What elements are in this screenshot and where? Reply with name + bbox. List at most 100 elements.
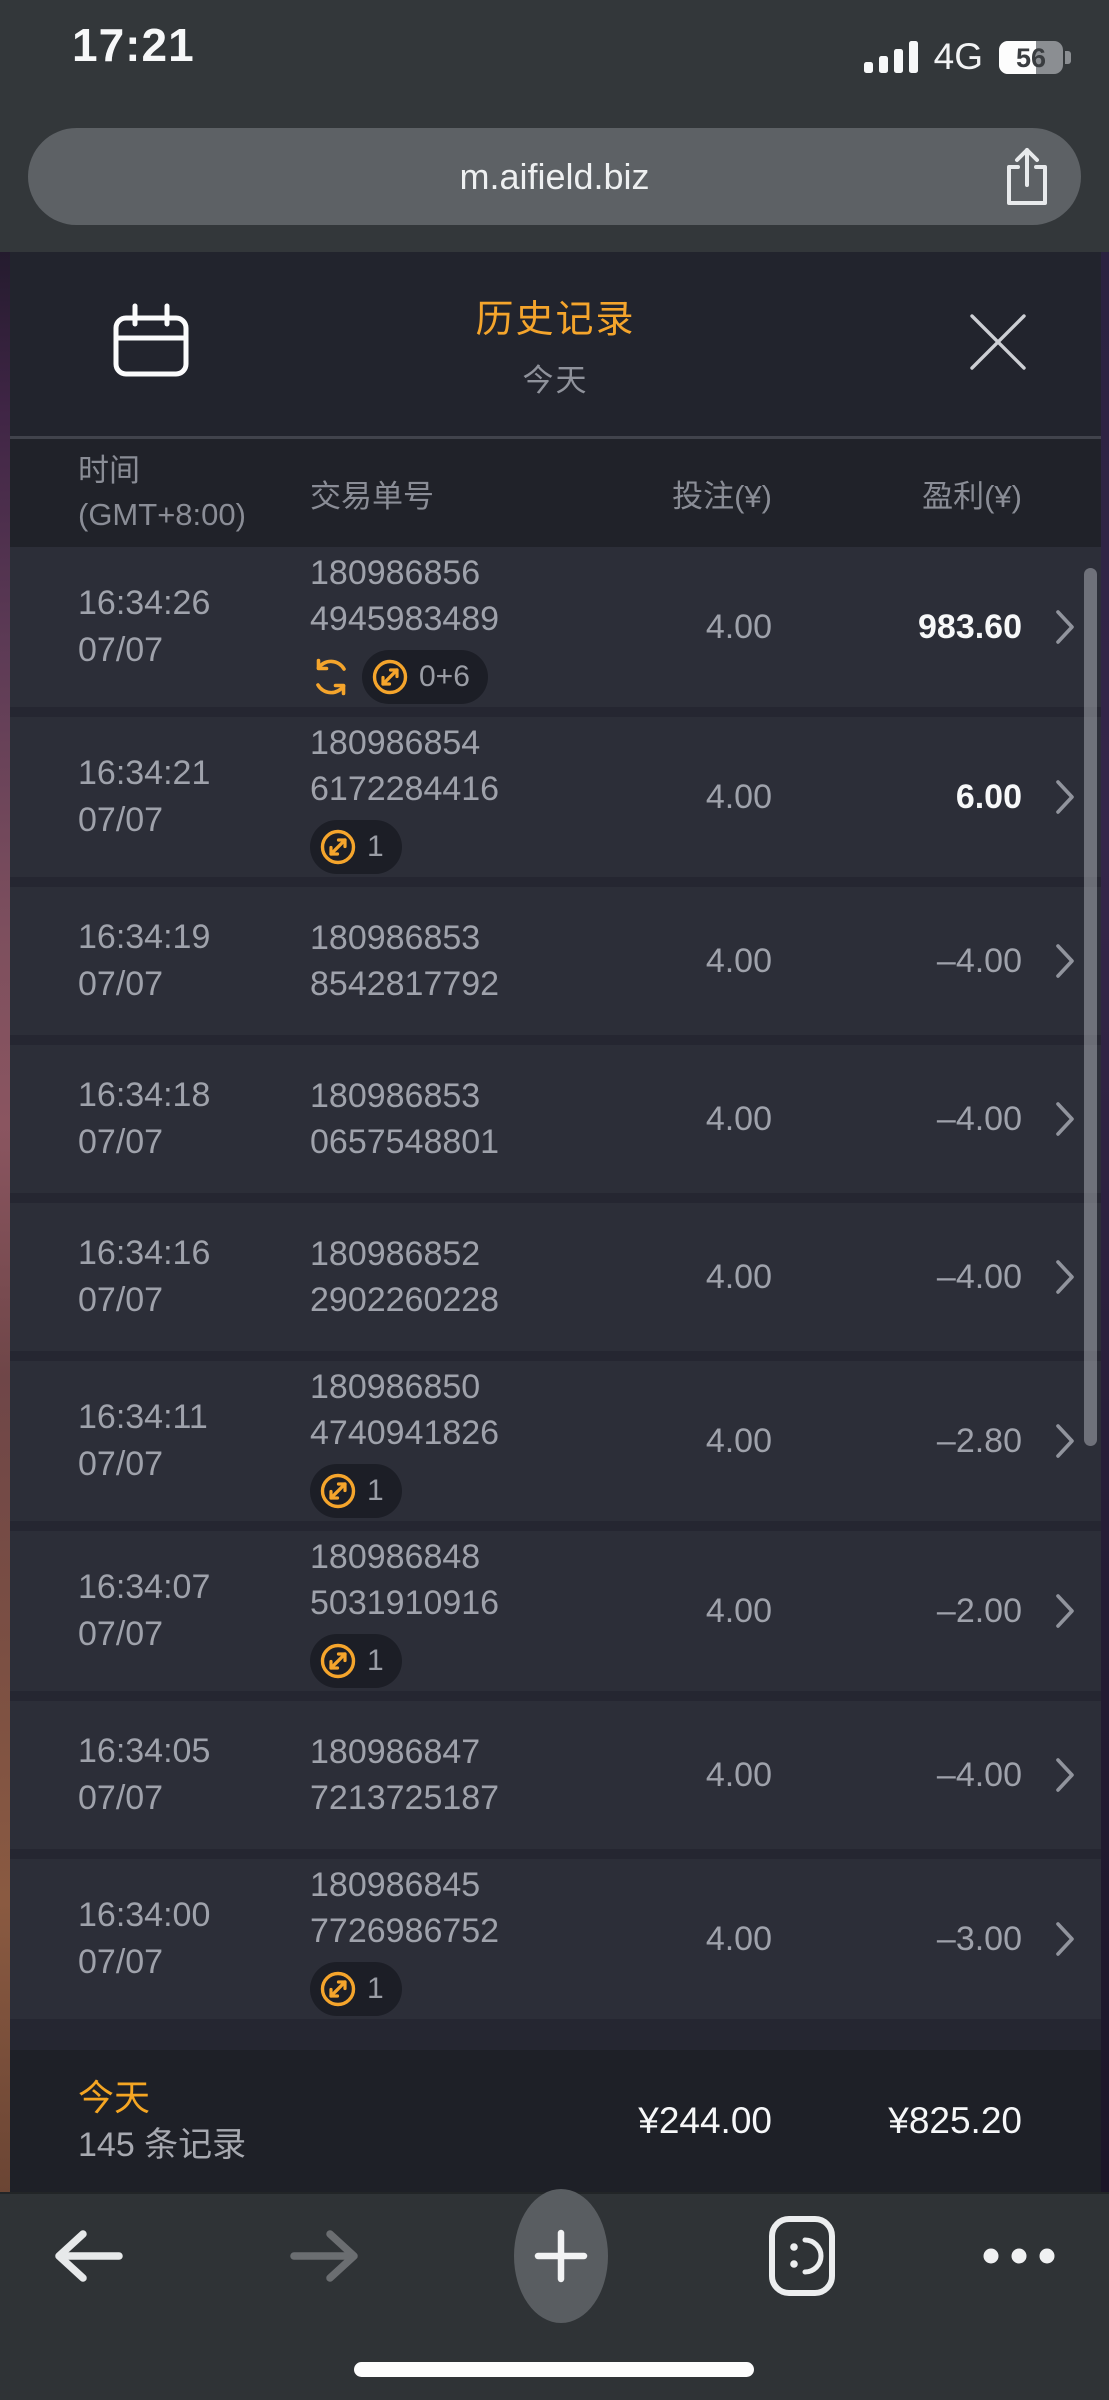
row-order: 180986853 0657548801 (310, 1077, 500, 1161)
row-detail-chevron[interactable] (1022, 609, 1078, 645)
home-indicator[interactable] (354, 2362, 754, 2377)
row-detail-chevron[interactable] (1022, 1757, 1078, 1793)
menu-button[interactable] (983, 2248, 1055, 2264)
row-profit-amount: –4.00 (936, 1257, 1022, 1296)
history-list: 16:34:26 07/07 180986856 4945983489 (10, 547, 1101, 2048)
summary-left: 今天 145 条记录 (78, 2074, 592, 2168)
back-button[interactable] (49, 2225, 127, 2287)
row-detail-chevron[interactable] (1022, 779, 1078, 815)
column-header-profit: 盈利(¥) (922, 478, 1022, 514)
row-badges: 1 (310, 1464, 592, 1518)
back-arrow-icon (55, 2230, 123, 2282)
row-time: 16:34:05 07/07 (78, 1732, 211, 1817)
row-order: 180986853 8542817792 (310, 919, 500, 1003)
badge-count: 1 (367, 830, 384, 863)
row-profit-amount: –4.00 (936, 1099, 1022, 1138)
row-profit-amount: –3.00 (936, 1919, 1022, 1958)
row-bet-amount: 4.00 (705, 1591, 772, 1630)
table-row[interactable]: 16:34:19 07/07 180986853 8542817792 (10, 887, 1101, 1035)
table-row[interactable]: 16:34:26 07/07 180986856 4945983489 (10, 547, 1101, 707)
table-row[interactable]: 16:34:11 07/07 180986850 4740941826 (10, 1361, 1101, 1521)
new-tab-button[interactable] (514, 2189, 608, 2323)
network-type-label: 4G (933, 36, 983, 77)
calendar-icon (113, 303, 189, 377)
row-detail-chevron[interactable] (1022, 943, 1078, 979)
chevron-right-icon (1056, 1594, 1074, 1628)
table-row[interactable]: 16:34:05 07/07 180986847 7213725187 (10, 1701, 1101, 1849)
chevron-right-icon (1056, 610, 1074, 644)
trade-count-badge: 1 (310, 1464, 402, 1518)
modal-title-block: 历史记录 今天 (10, 252, 1101, 436)
row-order: 180986847 7213725187 (310, 1733, 500, 1817)
summary-day-label: 今天 (78, 2077, 151, 2118)
address-bar[interactable]: m.aifield.biz (28, 128, 1081, 225)
share-icon[interactable] (1001, 145, 1053, 214)
badge-count: 1 (367, 1474, 384, 1507)
row-detail-chevron[interactable] (1022, 1423, 1078, 1459)
row-time: 16:34:11 07/07 (78, 1398, 208, 1483)
row-bet-amount: 4.00 (705, 1421, 772, 1460)
date-filter-label: 今天 (522, 363, 589, 398)
table-row[interactable]: 16:34:07 07/07 180986848 5031910916 (10, 1531, 1101, 1691)
chevron-right-icon (1056, 1922, 1074, 1956)
trade-arrows-icon (320, 1473, 356, 1509)
row-badges: 0+6 (310, 650, 592, 704)
trade-arrows-icon (372, 659, 408, 695)
row-bet-amount: 4.00 (705, 607, 772, 646)
summary-footer: 今天 145 条记录 ¥244.00 ¥825.20 (10, 2050, 1101, 2192)
url-text[interactable]: m.aifield.biz (459, 156, 650, 197)
forward-button[interactable] (286, 2225, 364, 2287)
row-badges: 1 (310, 1634, 592, 1688)
row-time: 16:34:00 07/07 (78, 1896, 211, 1981)
row-detail-chevron[interactable] (1022, 1593, 1078, 1629)
table-row[interactable]: 16:34:18 07/07 180986853 0657548801 (10, 1045, 1101, 1193)
row-order: 180986848 5031910916 (310, 1534, 592, 1688)
calendar-button[interactable] (95, 284, 205, 404)
row-detail-chevron[interactable] (1022, 1101, 1078, 1137)
row-detail-chevron[interactable] (1022, 1921, 1078, 1957)
column-header-bet: 投注(¥) (672, 478, 772, 514)
header-divider (10, 436, 1101, 439)
row-time: 16:34:26 07/07 (78, 584, 211, 669)
record-count: 145 条记录 (78, 2126, 247, 2164)
browser-toolbar (0, 2189, 1109, 2400)
row-order: 180986845 7726986752 (310, 1862, 592, 2016)
row-order: 180986856 4945983489 (310, 550, 592, 704)
page-title: 历史记录 (475, 299, 636, 341)
battery-icon: 56 (999, 40, 1071, 74)
table-row[interactable]: 16:34:21 07/07 180986854 6172284416 (10, 717, 1101, 877)
row-detail-chevron[interactable] (1022, 1259, 1078, 1295)
underlying-page-right-edge (1101, 252, 1109, 2192)
trade-count-badge: 1 (310, 820, 402, 874)
close-button[interactable] (943, 287, 1053, 397)
row-order: 180986852 2902260228 (310, 1235, 500, 1319)
chevron-right-icon (1056, 780, 1074, 814)
row-bet-amount: 4.00 (705, 941, 772, 980)
badge-count: 1 (367, 1644, 384, 1677)
modal-header: 历史记录 今天 (10, 252, 1101, 436)
trade-count-badge: 1 (310, 1962, 402, 2016)
history-modal: 历史记录 今天 时间 (GMT+8:00) 交易单号 投注(¥) 盈利(¥) (10, 252, 1101, 2192)
row-bet-amount: 4.00 (705, 1257, 772, 1296)
row-badges: 1 (310, 820, 592, 874)
browser-url-row: m.aifield.biz (0, 80, 1109, 252)
row-profit-amount: 983.60 (918, 607, 1022, 646)
row-profit-amount: –4.00 (936, 1755, 1022, 1794)
row-bet-amount: 4.00 (705, 1755, 772, 1794)
table-row[interactable]: 16:34:16 07/07 180986852 2902260228 (10, 1203, 1101, 1351)
chevron-right-icon (1056, 1260, 1074, 1294)
tabs-button[interactable] (767, 2214, 837, 2298)
column-header-time: 时间 (GMT+8:00) (78, 453, 246, 532)
chevron-right-icon (1056, 1102, 1074, 1136)
status-icons: 4G 56 (863, 36, 1071, 78)
chevron-right-icon (1056, 944, 1074, 978)
row-profit-amount: 6.00 (955, 777, 1022, 816)
row-bet-amount: 4.00 (705, 1099, 772, 1138)
list-scrollbar[interactable] (1084, 568, 1097, 1446)
battery-cap (1065, 50, 1071, 64)
chevron-right-icon (1056, 1758, 1074, 1792)
table-row[interactable]: 16:34:00 07/07 180986845 7726986752 (10, 1859, 1101, 2019)
row-time: 16:34:21 07/07 (78, 754, 211, 839)
close-icon (970, 314, 1026, 370)
